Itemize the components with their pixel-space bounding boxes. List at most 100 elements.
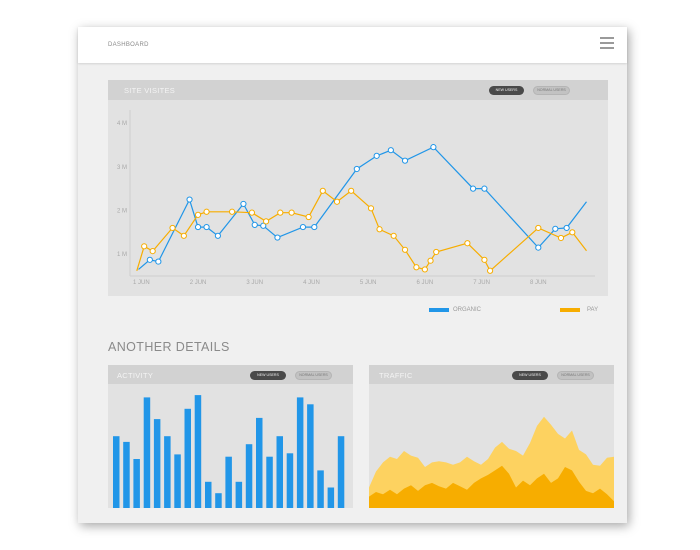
organic-data-point (387, 147, 394, 154)
pay-data-point (464, 240, 471, 247)
x-tick-label: 1 JUN (133, 280, 150, 286)
pay-data-point (557, 234, 565, 242)
pay-data-point (390, 232, 397, 239)
y-tick-label: 2 M (117, 208, 127, 214)
organic-data-point (535, 244, 542, 251)
activity-bar (194, 395, 202, 508)
legend-pay: PAY (560, 307, 620, 315)
menu-line (600, 42, 614, 44)
legend-organic-label: ORGANIC (453, 307, 482, 313)
y-tick-label: 3 M (117, 165, 127, 171)
activity-normal-users-toggle[interactable]: NORMAL USERS (295, 371, 332, 380)
pay-data-point (248, 209, 256, 216)
traffic-panel: TRAFFIC NEW USERS NORMAL USERS (369, 365, 614, 508)
page-title: DASHBOARD (108, 42, 149, 48)
organic-data-point (146, 256, 153, 263)
activity-bar (317, 470, 324, 508)
pay-data-point (401, 246, 409, 253)
organic-data-point (353, 165, 360, 173)
pay-data-point (413, 264, 420, 271)
pay-data-point (319, 187, 326, 194)
traffic-area-chart (369, 416, 614, 508)
x-tick-label: 5 JUN (360, 280, 377, 286)
legend-organic: ORGANIC (429, 307, 509, 315)
pay-data-point (486, 267, 494, 274)
legend-pay-label: PAY (587, 307, 599, 313)
x-tick-label: 6 JUN (417, 280, 434, 286)
organic-data-point (401, 157, 409, 164)
activity-bar (143, 397, 151, 508)
pay-data-point (333, 198, 341, 205)
traffic-normal-users-toggle[interactable]: NORMAL USERS (557, 371, 594, 380)
organic-data-point (214, 232, 221, 239)
activity-bar (235, 481, 243, 508)
activity-bar (164, 436, 171, 508)
site-visits-panel: SITE VISITES NEW USERS NORMAL USERS 1 M 2… (108, 80, 608, 296)
activity-bar (133, 459, 140, 508)
activity-bar (266, 456, 273, 508)
site-visits-title: SITE VISITES (124, 86, 176, 95)
pay-data-point (569, 229, 576, 236)
organic-data-point (155, 258, 162, 265)
organic-data-point (251, 221, 258, 228)
x-tick-label: 8 JUN (530, 280, 547, 286)
activity-bar (337, 436, 345, 508)
x-tick-label: 3 JUN (246, 280, 263, 286)
pay-data-point (421, 266, 428, 273)
organic-data-point (194, 223, 202, 231)
pay-series-line (136, 189, 587, 272)
activity-bar (123, 441, 130, 508)
organic-data-point (274, 234, 281, 241)
normal-users-toggle[interactable]: NORMAL USERS (533, 86, 570, 95)
activity-title: ACTIVITY (117, 371, 154, 380)
activity-bar (286, 453, 294, 508)
site-visits-line-chart: 1 M 2 M 3 M 4 M 1 JUN 2 JUN 3 JUN 4 JUN 5 JUN 6 J… (117, 110, 595, 286)
pay-data-point (427, 257, 434, 264)
activity-bar (245, 444, 253, 508)
organic-data-point (203, 223, 210, 231)
pay-data-point (149, 248, 156, 255)
organic-data-point (186, 196, 193, 203)
pay-data-point (169, 224, 176, 232)
top-bar: DASHBOARD (78, 27, 627, 63)
activity-bar (256, 417, 263, 508)
activity-bar (153, 419, 161, 508)
activity-panel: ACTIVITY NEW USERS NORMAL USERS (108, 365, 353, 508)
activity-header: ACTIVITY NEW USERS NORMAL USERS (108, 365, 353, 384)
pay-data-point (228, 208, 236, 215)
pay-data-point (348, 187, 355, 194)
activity-bar (174, 454, 181, 508)
pay-data-point (141, 243, 148, 250)
organic-data-point (240, 200, 247, 208)
activity-bar (215, 493, 222, 508)
traffic-header: TRAFFIC NEW USERS NORMAL USERS (369, 365, 614, 384)
organic-data-point (552, 225, 559, 232)
legend-pay-swatch (560, 308, 580, 312)
pay-data-point (481, 256, 488, 263)
menu-line (600, 47, 614, 49)
menu-line (600, 37, 614, 39)
traffic-new-users-toggle[interactable]: NEW USERS (512, 371, 548, 380)
pay-data-point (535, 224, 542, 232)
organic-data-point (299, 223, 307, 231)
dashboard-page: DASHBOARD SITE VISITES NEW USERS NORMAL … (78, 27, 627, 523)
pay-data-point (376, 226, 383, 233)
organic-data-point (469, 185, 477, 192)
site-visits-header: SITE VISITES NEW USERS NORMAL USERS (108, 80, 608, 100)
new-users-toggle[interactable]: NEW USERS (489, 86, 524, 95)
x-tick-label: 7 JUN (473, 280, 490, 286)
activity-new-users-toggle[interactable]: NEW USERS (250, 371, 286, 380)
organic-data-point (373, 152, 380, 159)
x-tick-label: 4 JUN (303, 280, 320, 286)
hamburger-menu-icon[interactable] (600, 37, 614, 49)
traffic-area-front (369, 465, 614, 508)
activity-bar (184, 408, 191, 508)
traffic-title: TRAFFIC (379, 371, 413, 380)
activity-bar (113, 436, 120, 508)
organic-series-line (138, 146, 587, 270)
organic-data-point (430, 144, 437, 151)
y-tick-label: 4 M (117, 121, 127, 127)
activity-bar (276, 436, 283, 508)
pay-data-point (203, 208, 210, 215)
pay-data-point (367, 205, 375, 212)
